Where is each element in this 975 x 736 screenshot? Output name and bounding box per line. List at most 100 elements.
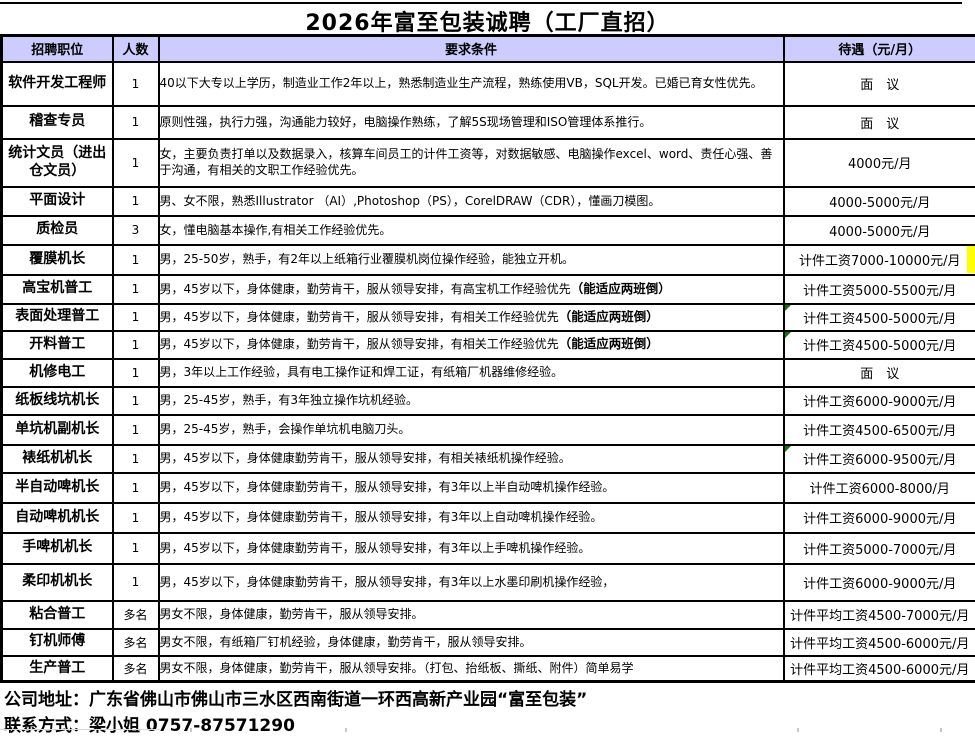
requirements-cell[interactable]: 男女不限，身体健康，勤劳肯干，服从领导安排。	[159, 601, 784, 629]
count-cell[interactable]: 1	[113, 106, 159, 139]
salary-cell[interactable]: 计件工资4500-6500元/月	[784, 415, 975, 445]
count-cell[interactable]: 1	[113, 445, 159, 473]
column-header-count[interactable]: 人数	[113, 36, 159, 62]
requirements-cell[interactable]: 女，主要负责打单以及数据录入，核算车间员工的计件工资等，对数据敏感、电脑操作ex…	[159, 139, 784, 187]
count-cell[interactable]: 1	[113, 62, 159, 106]
requirements-cell[interactable]: 女，懂电脑基本操作,有相关工作经验优先。	[159, 216, 784, 245]
requirements-cell[interactable]: 男，45岁以下，身体健康勤劳肯干，服从领导安排，有3年以上水墨印刷机操作经验，	[159, 564, 784, 601]
salary-cell[interactable]: 计件工资7000-10000元/月	[784, 245, 975, 275]
position-cell[interactable]: 钉机师傅	[2, 629, 113, 656]
salary-cell[interactable]: 面 议	[784, 359, 975, 387]
count-cell[interactable]: 1	[113, 245, 159, 275]
salary-cell[interactable]: 计件工资6000-9500元/月	[784, 445, 975, 473]
salary-text: 4000元/月	[848, 157, 911, 172]
position-cell[interactable]: 自动啤机机长	[2, 503, 113, 533]
count-cell[interactable]: 多名	[113, 656, 159, 682]
requirements-cell[interactable]: 男女不限，身体健康，勤劳肯干，服从领导安排。（打包、抬纸板、撕纸、附件）简单易学	[159, 656, 784, 682]
count-cell[interactable]: 1	[113, 387, 159, 415]
position-cell[interactable]: 软件开发工程师	[2, 62, 113, 106]
salary-text: 计件工资6000-9000元/月	[803, 395, 956, 410]
salary-cell[interactable]: 计件工资4500-5000元/月	[784, 304, 975, 331]
count-cell[interactable]: 1	[113, 359, 159, 387]
table-row: 生产普工 多名 男女不限，身体健康，勤劳肯干，服从领导安排。（打包、抬纸板、撕纸…	[2, 656, 975, 682]
salary-cell[interactable]: 4000-5000元/月	[784, 216, 975, 245]
requirements-cell[interactable]: 男、女不限，熟悉Illustrator （AI）,Photoshop（PS），C…	[159, 187, 784, 216]
count-cell[interactable]: 1	[113, 275, 159, 304]
requirements-cell[interactable]: 男，25-45岁，熟手，会操作单坑机电脑刀头。	[159, 415, 784, 445]
count-cell[interactable]: 多名	[113, 629, 159, 656]
requirements-cell[interactable]: 原则性强，执行力强，沟通能力较好，电脑操作熟练，了解5S现场管理和ISO管理体系…	[159, 106, 784, 139]
salary-text: 面 议	[860, 367, 899, 382]
salary-text: 4000-5000元/月	[829, 196, 930, 211]
position-cell[interactable]: 统计文员（进出仓文员）	[2, 139, 113, 187]
requirements-cell[interactable]: 男，45岁以下，身体健康勤劳肯干，服从领导安排，有相关裱纸机操作经验。	[159, 445, 784, 473]
position-cell[interactable]: 机修电工	[2, 359, 113, 387]
position-cell[interactable]: 平面设计	[2, 187, 113, 216]
salary-cell[interactable]: 计件工资6000-8000/月	[784, 473, 975, 503]
table-row: 自动啤机机长 1 男，45岁以下，身体健康勤劳肯干，服从领导安排，有3年以上自动…	[2, 503, 975, 533]
position-cell[interactable]: 高宝机普工	[2, 275, 113, 304]
salary-cell[interactable]: 计件平均工资4500-6000元/月	[784, 629, 975, 656]
count-cell[interactable]: 1	[113, 503, 159, 533]
salary-cell[interactable]: 计件平均工资4500-6000元/月	[784, 656, 975, 682]
salary-cell[interactable]: 计件工资6000-9000元/月	[784, 564, 975, 601]
requirements-cell[interactable]: 男，45岁以下，身体健康，勤劳肯干，服从领导安排，有相关工作经验优先（能适应两班…	[159, 304, 784, 331]
position-cell[interactable]: 手啤机机长	[2, 533, 113, 564]
salary-cell[interactable]: 计件工资6000-9000元/月	[784, 503, 975, 533]
table-row: 单坑机副机长 1 男，25-45岁，熟手，会操作单坑机电脑刀头。 计件工资450…	[2, 415, 975, 445]
salary-cell[interactable]: 计件工资5000-5500元/月	[784, 275, 975, 304]
salary-cell[interactable]: 计件工资4500-5000元/月	[784, 331, 975, 359]
requirements-text: 40以下大专以上学历，制造业工作2年以上，熟悉制造业生产流程，熟练使用VB，SQ…	[160, 76, 763, 90]
requirements-text: 女，懂电脑基本操作,有相关工作经验优先。	[160, 223, 392, 237]
salary-text: 计件工资5000-5500元/月	[803, 284, 956, 299]
count-cell[interactable]: 1	[113, 415, 159, 445]
requirements-cell[interactable]: 男，3年以上工作经验，具有电工操作证和焊工证，有纸箱厂机器维修经验。	[159, 359, 784, 387]
error-indicator-icon	[785, 332, 791, 338]
salary-cell[interactable]: 4000-5000元/月	[784, 187, 975, 216]
requirements-cell[interactable]: 男，45岁以下，身体健康，勤劳肯干，服从领导安排，有高宝机工作经验优先（能适应两…	[159, 275, 784, 304]
requirements-cell[interactable]: 男，45岁以下，身体健康勤劳肯干，服从领导安排，有3年以上手啤机操作经验。	[159, 533, 784, 564]
count-cell[interactable]: 1	[113, 187, 159, 216]
position-cell[interactable]: 表面处理普工	[2, 304, 113, 331]
count-cell[interactable]: 1	[113, 473, 159, 503]
table-row: 覆膜机长 1 男，25-50岁，熟手，有2年以上纸箱行业覆膜机岗位操作经验，能独…	[2, 245, 975, 275]
requirements-cell[interactable]: 男，25-45岁，熟手，有3年独立操作坑机经验。	[159, 387, 784, 415]
position-cell[interactable]: 单坑机副机长	[2, 415, 113, 445]
requirements-cell[interactable]: 男，45岁以下，身体健康勤劳肯干，服从领导安排，有3年以上半自动啤机操作经验。	[159, 473, 784, 503]
position-cell[interactable]: 质检员	[2, 216, 113, 245]
requirements-cell[interactable]: 男，25-50岁，熟手，有2年以上纸箱行业覆膜机岗位操作经验，能独立开机。	[159, 245, 784, 275]
count-cell[interactable]: 多名	[113, 601, 159, 629]
count-cell[interactable]: 1	[113, 304, 159, 331]
count-cell[interactable]: 1	[113, 564, 159, 601]
requirements-text: 男，45岁以下，身体健康勤劳肯干，服从领导安排，有3年以上半自动啤机操作经验。	[160, 480, 615, 494]
position-cell[interactable]: 纸板线坑机长	[2, 387, 113, 415]
position-cell[interactable]: 生产普工	[2, 656, 113, 682]
salary-cell[interactable]: 面 议	[784, 106, 975, 139]
position-cell[interactable]: 粘合普工	[2, 601, 113, 629]
header-row: 招聘职位 人数 要求条件 待遇（元/月）	[2, 36, 975, 62]
requirements-cell[interactable]: 男女不限，有纸箱厂钉机经验，身体健康，勤劳肯干，服从领导安排。	[159, 629, 784, 656]
column-header-requirements[interactable]: 要求条件	[159, 36, 784, 62]
column-header-salary[interactable]: 待遇（元/月）	[784, 36, 975, 62]
position-cell[interactable]: 稽查专员	[2, 106, 113, 139]
position-cell[interactable]: 覆膜机长	[2, 245, 113, 275]
count-cell[interactable]: 1	[113, 533, 159, 564]
column-header-position[interactable]: 招聘职位	[2, 36, 113, 62]
count-cell[interactable]: 3	[113, 216, 159, 245]
position-cell[interactable]: 柔印机机长	[2, 564, 113, 601]
count-cell[interactable]: 1	[113, 139, 159, 187]
position-cell[interactable]: 裱纸机机长	[2, 445, 113, 473]
salary-cell[interactable]: 计件平均工资4500-7000元/月	[784, 601, 975, 629]
salary-cell[interactable]: 计件工资5000-7000元/月	[784, 533, 975, 564]
salary-cell[interactable]: 计件工资6000-9000元/月	[784, 387, 975, 415]
count-cell[interactable]: 1	[113, 331, 159, 359]
requirements-cell[interactable]: 男，45岁以下，身体健康，勤劳肯干，服从领导安排，有相关工作经验优先（能适应两班…	[159, 331, 784, 359]
requirements-cell[interactable]: 40以下大专以上学历，制造业工作2年以上，熟悉制造业生产流程，熟练使用VB，SQ…	[159, 62, 784, 106]
position-cell[interactable]: 半自动啤机长	[2, 473, 113, 503]
salary-cell[interactable]: 4000元/月	[784, 139, 975, 187]
requirements-text: 男女不限，身体健康，勤劳肯干，服从领导安排。	[160, 607, 424, 621]
salary-text: 4000-5000元/月	[829, 225, 930, 240]
requirements-cell[interactable]: 男，45岁以下，身体健康勤劳肯干，服从领导安排，有3年以上自动啤机操作经验。	[159, 503, 784, 533]
salary-cell[interactable]: 面 议	[784, 62, 975, 106]
position-cell[interactable]: 开料普工	[2, 331, 113, 359]
